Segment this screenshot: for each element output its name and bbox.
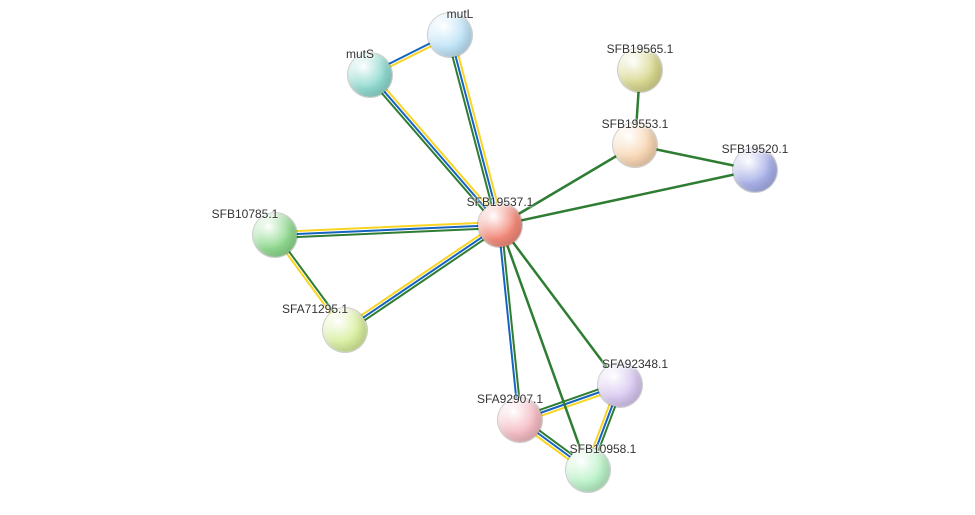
edge: [275, 222, 500, 232]
node-SFB19520.1[interactable]: [733, 148, 777, 192]
edge: [368, 77, 498, 227]
edge: [500, 145, 635, 225]
edge: [500, 225, 620, 385]
node-SFA92348.1[interactable]: [598, 363, 642, 407]
node-SFB10958.1[interactable]: [566, 448, 610, 492]
edges-layer: [0, 0, 975, 515]
edge: [370, 75, 500, 225]
node-SFB10785.1[interactable]: [253, 213, 297, 257]
edge: [345, 225, 500, 330]
node-SFA92907.1[interactable]: [498, 398, 542, 442]
node-mutL[interactable]: [428, 13, 472, 57]
node-SFB19565.1[interactable]: [618, 48, 662, 92]
edge: [499, 225, 519, 420]
edge: [453, 34, 503, 224]
network-canvas: SFB19537.1mutLmutSSFB19565.1SFB19553.1SF…: [0, 0, 975, 515]
edge: [501, 225, 521, 420]
node-SFA71295.1[interactable]: [323, 308, 367, 352]
edge: [447, 36, 497, 226]
edge: [347, 227, 502, 332]
edge: [343, 223, 498, 328]
edge: [372, 73, 502, 223]
edge: [500, 170, 755, 225]
edge: [275, 228, 500, 238]
node-SFB19553.1[interactable]: [613, 123, 657, 167]
edge: [275, 225, 500, 235]
node-mutS[interactable]: [348, 53, 392, 97]
edge: [450, 35, 500, 225]
node-SFB19537.1[interactable]: [478, 203, 522, 247]
